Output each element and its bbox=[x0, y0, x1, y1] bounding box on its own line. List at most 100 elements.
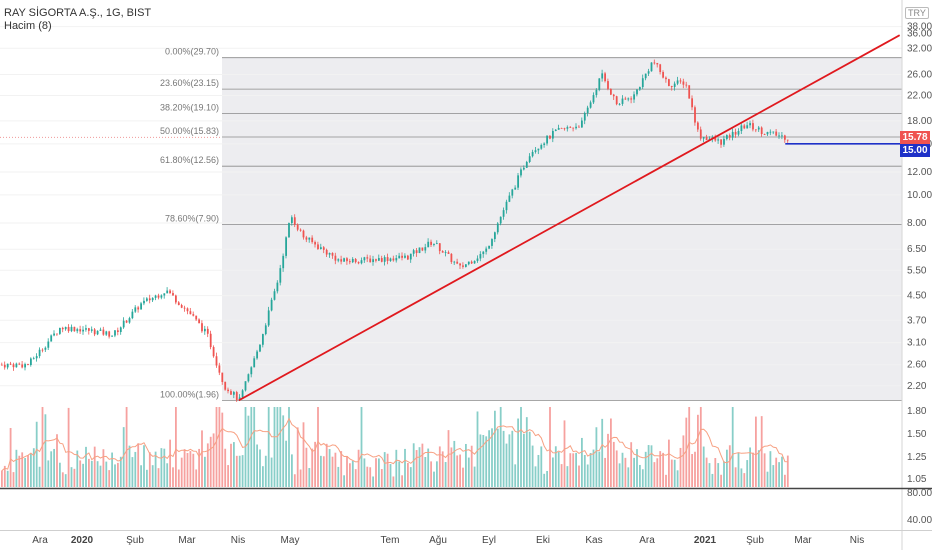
candle-body bbox=[494, 232, 496, 240]
volume-bar bbox=[636, 449, 638, 487]
volume-bar bbox=[128, 445, 131, 487]
candle-body bbox=[784, 135, 786, 140]
price-tick-label: 2.60 bbox=[907, 360, 927, 371]
candle-body bbox=[392, 258, 395, 261]
volume-bar bbox=[581, 437, 583, 487]
candle-body bbox=[563, 128, 566, 130]
candle-body bbox=[496, 223, 499, 233]
volume-bar bbox=[784, 474, 786, 487]
volume-bar bbox=[775, 457, 778, 487]
currency-badge[interactable]: TRY bbox=[905, 7, 929, 19]
fib-level-label: 78.60%(7.90) bbox=[165, 214, 219, 224]
price-tick-label: 5.50 bbox=[907, 265, 927, 276]
volume-bar bbox=[114, 464, 116, 487]
volume-bar bbox=[38, 466, 41, 487]
volume-bar bbox=[70, 467, 73, 487]
price-tick-label: 18.00 bbox=[907, 116, 932, 127]
time-tick-label: Ağu bbox=[429, 535, 447, 546]
volume-bar bbox=[343, 475, 345, 487]
volume-bar bbox=[125, 407, 128, 487]
candle-body bbox=[740, 125, 743, 132]
volume-bar bbox=[140, 465, 142, 487]
candle-body bbox=[235, 392, 238, 400]
volume-bar bbox=[369, 467, 372, 487]
candle-body bbox=[302, 230, 305, 238]
volume-bar bbox=[296, 427, 299, 487]
volume-bar bbox=[525, 417, 528, 487]
candle-body bbox=[247, 374, 250, 382]
candle-body bbox=[366, 257, 369, 259]
candle-body bbox=[607, 81, 609, 89]
volume-bar bbox=[601, 418, 604, 487]
candle-body bbox=[169, 290, 171, 294]
volume-bar bbox=[299, 469, 302, 487]
volume-bar bbox=[41, 407, 44, 487]
time-tick-label: 2021 bbox=[694, 535, 717, 546]
volume-bar bbox=[583, 454, 586, 487]
candle-body bbox=[697, 122, 699, 130]
volume-bar bbox=[293, 474, 296, 487]
candle-body bbox=[659, 64, 662, 73]
volume-bar bbox=[218, 407, 221, 487]
candle-body bbox=[731, 131, 734, 138]
candle-body bbox=[525, 161, 528, 168]
candle-body bbox=[682, 81, 685, 85]
candle-body bbox=[604, 73, 606, 82]
candle-body bbox=[763, 134, 766, 135]
volume-bar bbox=[560, 464, 563, 487]
volume-bar bbox=[438, 446, 441, 487]
volume-bar bbox=[322, 456, 325, 487]
time-tick-label: May bbox=[281, 535, 300, 546]
volume-bar bbox=[427, 448, 430, 487]
volume-bar bbox=[476, 411, 479, 487]
candle-body bbox=[85, 328, 87, 330]
candle-body bbox=[438, 243, 441, 252]
candle-body bbox=[250, 367, 253, 375]
volume-bar bbox=[786, 455, 789, 487]
volume-bar bbox=[230, 443, 232, 487]
volume-bar bbox=[122, 427, 125, 487]
volume-bar bbox=[267, 407, 270, 487]
volume-indicator-label[interactable]: Hacim (8) bbox=[4, 20, 52, 32]
volume-bar bbox=[511, 430, 514, 487]
volume-bar bbox=[360, 407, 363, 487]
candle-body bbox=[430, 241, 432, 245]
price-tick-label: 1.05 bbox=[907, 474, 927, 485]
volume-bar bbox=[238, 455, 241, 487]
candle-body bbox=[177, 302, 180, 306]
trendline bbox=[238, 34, 901, 402]
volume-bar bbox=[662, 452, 664, 487]
volume-bar bbox=[325, 443, 328, 487]
fib-level-label: 50.00%(15.83) bbox=[160, 126, 219, 136]
candle-body bbox=[299, 229, 302, 231]
volume-bar bbox=[688, 407, 691, 487]
candle-body bbox=[566, 127, 569, 129]
candle-body bbox=[537, 148, 540, 151]
time-tick-label: Eyl bbox=[482, 535, 496, 546]
candle-body bbox=[714, 137, 717, 141]
candle-body bbox=[467, 261, 470, 265]
volume-bar bbox=[172, 467, 174, 487]
volume-bar bbox=[204, 456, 206, 487]
volume-bar bbox=[270, 457, 273, 487]
volume-bar bbox=[679, 447, 682, 487]
volume-bar bbox=[508, 434, 511, 487]
volume-bar bbox=[24, 458, 26, 487]
candle-body bbox=[50, 335, 53, 342]
candle-body bbox=[554, 129, 557, 131]
candle-body bbox=[117, 330, 119, 332]
candle-body bbox=[656, 63, 659, 65]
candle-body bbox=[180, 305, 183, 308]
volume-bar bbox=[15, 449, 18, 487]
candle-body bbox=[505, 201, 508, 211]
candle-body bbox=[291, 217, 293, 224]
volume-bar bbox=[465, 443, 467, 487]
price-tick-label: 32.00 bbox=[907, 43, 932, 54]
price-tick-label: 2.20 bbox=[907, 381, 927, 392]
volume-bar bbox=[85, 446, 87, 487]
time-tick-label: Nis bbox=[850, 535, 864, 546]
candle-body bbox=[12, 364, 15, 368]
candle-body bbox=[175, 295, 177, 303]
volume-bar bbox=[308, 468, 311, 487]
